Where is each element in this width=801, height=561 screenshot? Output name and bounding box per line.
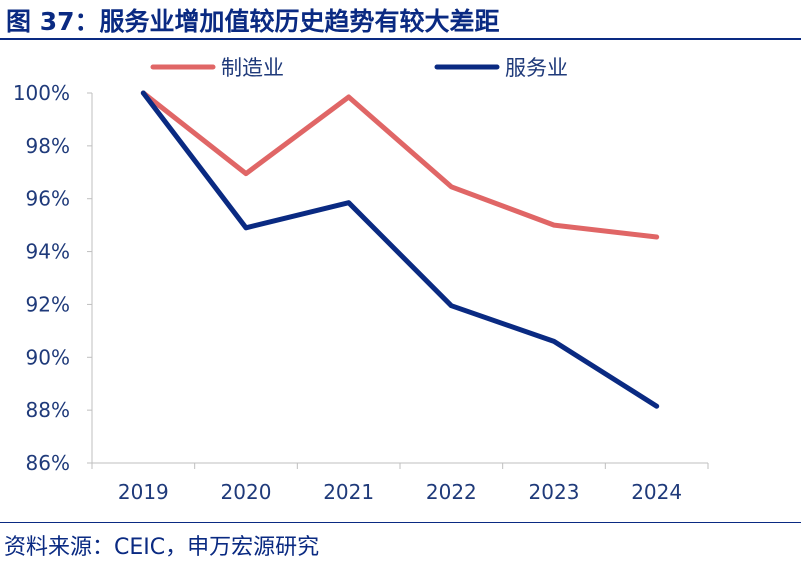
y-tick-label: 90% xyxy=(26,345,70,369)
y-tick-label: 98% xyxy=(26,134,70,158)
x-tick-label: 2020 xyxy=(221,480,272,504)
y-tick-label: 94% xyxy=(26,240,70,264)
chart-axes: 100% 98% 96% 94% 92% 90% 88% 86% 2019 2020 2021 202… xyxy=(13,81,709,504)
source-rule xyxy=(0,522,801,523)
y-tick-label: 88% xyxy=(26,398,70,422)
title-bar: 图 37：服务业增加值较历史趋势有较大差距 xyxy=(0,0,801,40)
data-point xyxy=(450,186,452,188)
y-tick-label: 100% xyxy=(13,81,70,105)
x-tick-label: 2024 xyxy=(631,480,682,504)
x-tick-label: 2019 xyxy=(118,480,169,504)
data-point xyxy=(450,305,452,307)
data-point xyxy=(142,92,144,94)
legend-label: 制造业 xyxy=(221,56,284,80)
data-point xyxy=(245,173,247,175)
title-rule xyxy=(0,38,801,40)
source-note: 资料来源：CEIC，申万宏源研究 xyxy=(4,535,320,560)
series-layer xyxy=(140,90,660,409)
series-line-services xyxy=(140,90,660,409)
x-tick-label: 2023 xyxy=(529,480,580,504)
chart-legend: 制造业 服务业 xyxy=(150,56,568,80)
data-point xyxy=(656,405,658,407)
series-line-manufacturing xyxy=(140,90,660,240)
data-point xyxy=(245,227,247,229)
data-point xyxy=(553,340,555,342)
x-tick-label: 2022 xyxy=(426,480,477,504)
chart-title: 图 37：服务业增加值较历史趋势有较大差距 xyxy=(6,7,500,36)
data-point xyxy=(348,202,350,204)
x-tick-label: 2021 xyxy=(323,480,374,504)
y-tick-label: 86% xyxy=(26,451,70,475)
y-tick-label: 92% xyxy=(26,292,70,316)
data-point xyxy=(656,236,658,238)
data-point xyxy=(348,96,350,98)
legend-label: 服务业 xyxy=(505,56,568,80)
y-tick-label: 96% xyxy=(26,187,70,211)
data-point xyxy=(553,224,555,226)
